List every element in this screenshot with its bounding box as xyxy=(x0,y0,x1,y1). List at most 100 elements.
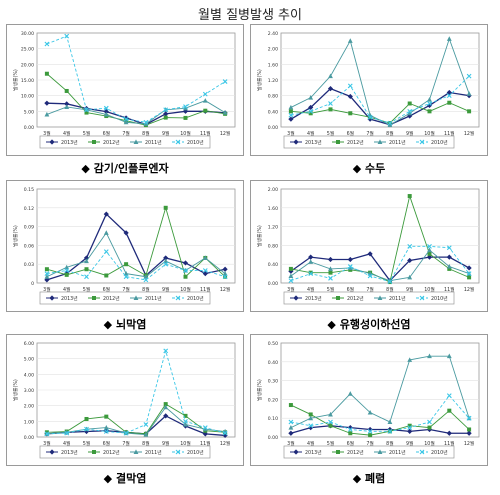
legend-label: 2013년 xyxy=(305,295,322,302)
y-tick-label: 0.09 xyxy=(24,225,34,231)
legend-label: 2013년 xyxy=(61,139,78,146)
y-tick-label: 0.00 xyxy=(268,281,278,287)
x-tick-label: 12월 xyxy=(220,440,231,447)
legend-label: 2010년 xyxy=(431,139,448,146)
y-axis-label: 발생률(%) xyxy=(256,379,263,401)
line-chart: 0.005.0010.0015.0020.0025.0030.00발생률(%)3… xyxy=(7,25,243,155)
data-point xyxy=(289,109,293,113)
data-point xyxy=(45,267,49,271)
data-point xyxy=(124,262,128,266)
data-point xyxy=(368,433,372,437)
legend-label: 2012년 xyxy=(103,139,120,146)
data-point xyxy=(85,417,89,421)
legend-label: 2012년 xyxy=(103,449,120,456)
line-chart: 0.00 0.10 0.20 0.30 0.40 0.50 발생률(%) 3월 4월 5월 6월 7월… xyxy=(251,335,487,465)
y-tick-label: 0.40 xyxy=(268,109,278,115)
data-point xyxy=(289,403,293,407)
data-point xyxy=(408,194,412,198)
legend-label: 2013년 xyxy=(61,449,78,456)
legend-label: 2010년 xyxy=(187,139,204,146)
legend-marker xyxy=(92,140,96,144)
line-chart: 00.030.060.090.120.15발생률(%)3월 4월 5월 6월 7월 8월 9… xyxy=(7,181,243,311)
line-chart: 0.000.400.801.201.602.002.40발생률(%)3월 4월 5월… xyxy=(251,25,487,155)
x-tick-label: 12월 xyxy=(464,440,475,447)
chart-panel-2: 0.00 0.40 0.80 1.20 1.60 2.00 2.40 발생률(%) 3월 4월 5월… xyxy=(250,24,488,156)
data-point xyxy=(85,267,89,271)
data-point xyxy=(428,426,432,430)
data-point xyxy=(447,101,451,105)
legend-label: 2013년 xyxy=(305,449,322,456)
legend-label: 2012년 xyxy=(347,449,364,456)
y-axis-label: 발생률(%) xyxy=(12,225,19,247)
y-tick-label: 0.40 xyxy=(268,360,278,366)
y-tick-label: 0.40 xyxy=(268,262,278,268)
y-tick-label: 0.80 xyxy=(268,243,278,249)
legend-label: 2011년 xyxy=(389,139,406,146)
y-tick-label: 15.00 xyxy=(21,78,34,84)
data-point xyxy=(65,89,69,93)
line-chart: 0.001.002.003.004.005.006.00발생률(%)3월 4월 5월… xyxy=(7,335,243,465)
data-point xyxy=(428,109,432,113)
chart-caption: ◆ 감기/인플루엔자 xyxy=(6,160,244,176)
y-tick-label: 1.60 xyxy=(268,206,278,212)
y-tick-label: 3.00 xyxy=(24,388,34,394)
chart-caption: ◆ 수두 xyxy=(250,160,488,176)
legend-label: 2011년 xyxy=(145,295,162,302)
chart-panel-5: 0.00 1.00 2.00 3.00 4.00 5.00 6.00 발생률(%) 3월 4월 5월… xyxy=(6,334,244,466)
y-tick-label: 2.00 xyxy=(268,47,278,53)
legend-marker xyxy=(336,450,340,454)
x-tick-label: 12월 xyxy=(464,286,475,293)
legend-marker xyxy=(336,296,340,300)
legend-marker xyxy=(336,140,340,144)
y-tick-label: 0.00 xyxy=(24,125,34,131)
data-point xyxy=(329,271,333,275)
data-point xyxy=(348,111,352,115)
x-tick-label: 12월 xyxy=(464,130,475,137)
y-tick-label: 1.60 xyxy=(268,62,278,68)
data-point xyxy=(164,116,168,120)
data-point xyxy=(184,275,188,279)
data-point xyxy=(45,72,49,76)
legend-label: 2011년 xyxy=(389,295,406,302)
y-tick-label: 0.00 xyxy=(268,125,278,131)
y-axis-label: 발생률(%) xyxy=(12,379,19,401)
legend-label: 2010년 xyxy=(431,295,448,302)
chart-caption: ◆ 유행성이하선염 xyxy=(250,316,488,332)
y-axis-label: 발생률(%) xyxy=(256,225,263,247)
y-tick-label: 4.00 xyxy=(24,372,34,378)
y-tick-label: 0.30 xyxy=(268,379,278,385)
page-title: 월별 질병발생 추이 xyxy=(0,4,500,23)
y-tick-label: 0.06 xyxy=(24,243,34,249)
y-tick-label: 2.40 xyxy=(268,31,278,37)
y-tick-label: 0.00 xyxy=(24,435,34,441)
y-tick-label: 6.00 xyxy=(24,341,34,347)
y-tick-label: 5.00 xyxy=(24,109,34,115)
legend-label: 2012년 xyxy=(347,295,364,302)
y-axis-label: 발생률(%) xyxy=(12,69,19,91)
legend-label: 2011년 xyxy=(145,449,162,456)
legend-label: 2011년 xyxy=(389,449,406,456)
chart-caption: ◆ 폐렴 xyxy=(250,470,488,486)
chart-panel-3: 0 0.03 0.06 0.09 0.12 0.15 발생률(%) 3월 4월 5월 6월 7월 8월 9… xyxy=(6,180,244,312)
y-tick-label: 0.15 xyxy=(24,187,34,193)
data-point xyxy=(104,415,108,419)
legend-marker xyxy=(92,296,96,300)
data-point xyxy=(408,102,412,106)
chart-panel-1: 0.00 5.00 10.00 15.00 20.00 25.00 30.00 발생률(%) 3… xyxy=(6,24,244,156)
y-tick-label: 20.00 xyxy=(21,62,34,68)
y-tick-label: 0.12 xyxy=(24,206,34,212)
data-point xyxy=(329,107,333,111)
y-axis-label: 발생률(%) xyxy=(256,69,263,91)
y-tick-label: 0.03 xyxy=(24,262,34,268)
data-point xyxy=(467,427,471,431)
data-point xyxy=(467,275,471,279)
y-tick-label: 0.80 xyxy=(268,94,278,100)
y-tick-label: 0.00 xyxy=(268,435,278,441)
y-tick-label: 1.00 xyxy=(24,419,34,425)
legend-label: 2010년 xyxy=(187,295,204,302)
data-point xyxy=(104,273,108,277)
y-tick-label: 1.20 xyxy=(268,225,278,231)
data-point xyxy=(289,267,293,271)
legend-label: 2010년 xyxy=(431,449,448,456)
x-tick-label: 12월 xyxy=(220,130,231,137)
